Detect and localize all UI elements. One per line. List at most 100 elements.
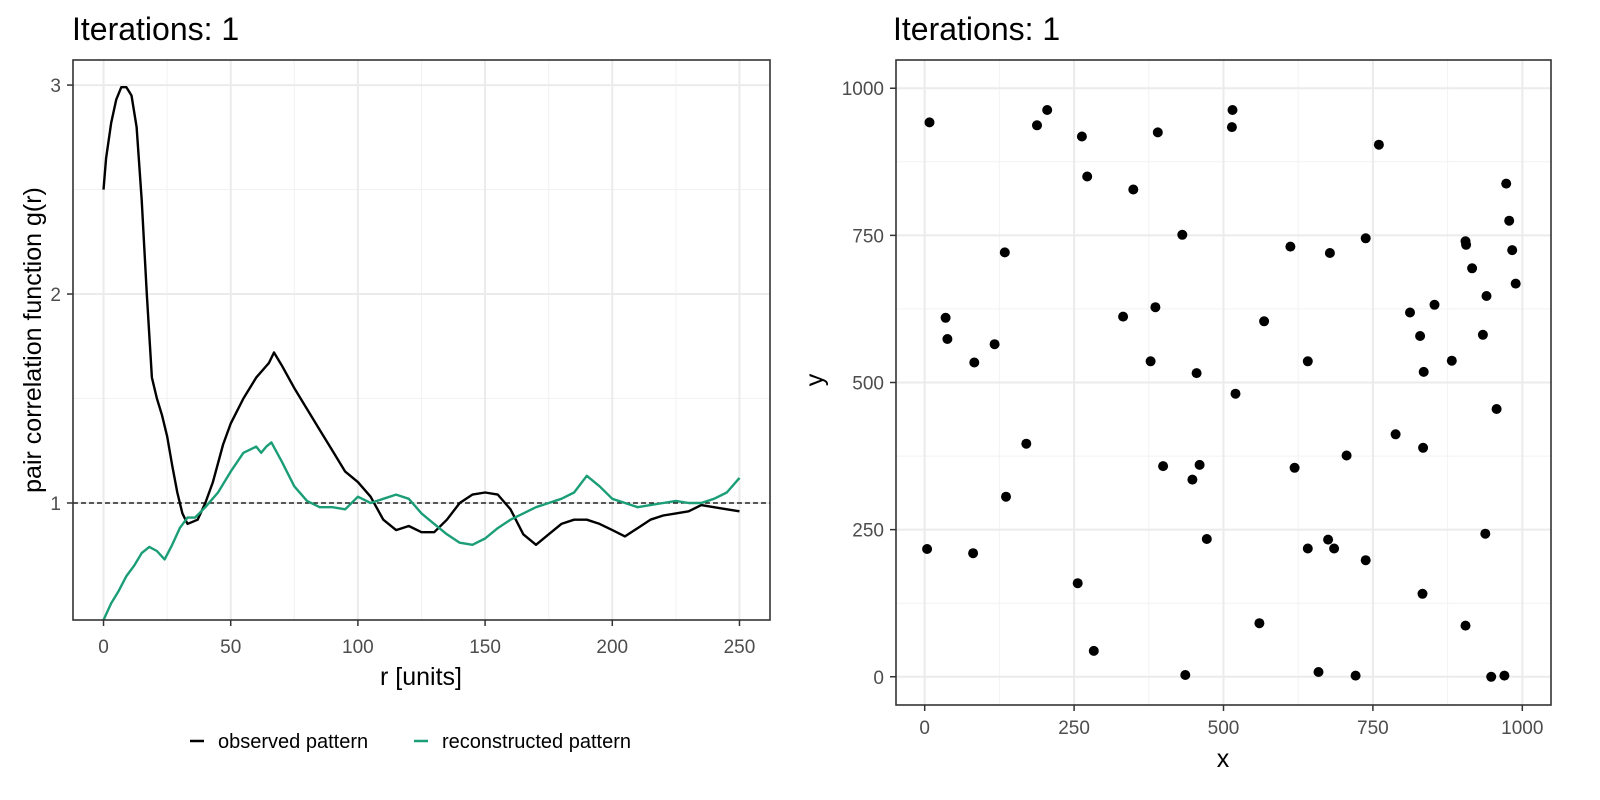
gr-x-axis: 0 50 100 150 200 250 [98,620,755,658]
pattern-point [1128,184,1139,195]
pattern-point [1418,442,1429,453]
legend-label-observed: observed pattern [218,731,368,753]
pattern-point [1499,670,1510,681]
pattern-y-tick-label: 250 [852,521,884,542]
pattern-point [1405,307,1415,318]
pattern-x-tick-label: 0 [919,718,930,739]
legend: observed pattern reconstructed pattern [190,731,631,753]
pattern-point [1417,588,1428,599]
pattern-point [1313,667,1324,677]
pattern-point [1329,543,1340,554]
gr-panel-title: Iterations: 1 [72,11,239,47]
pattern-point [1390,429,1401,440]
pattern-point [1323,534,1334,545]
gr-x-axis-title: r [units] [380,663,462,691]
pattern-point [1446,355,1457,366]
gr-x-tick-label: 200 [596,637,628,658]
pattern-point [1152,127,1163,138]
pattern-point [1418,366,1429,377]
pattern-panel-title: Iterations: 1 [893,11,1060,47]
gr-y-axis-title: pair correlation function g(r) [19,187,47,493]
gr-x-tick-label: 50 [220,637,241,658]
pattern-point [1302,356,1313,367]
pattern-point [1177,229,1188,240]
pattern-point [1230,388,1241,399]
pattern-point [1324,248,1335,258]
pattern-point [1088,645,1099,656]
pattern-point [1001,491,1011,502]
pattern-point [922,544,933,554]
pattern-y-axis-title: y [801,373,829,386]
pattern-y-tick-label: 1000 [842,79,884,100]
gr-panel: Iterations: 1 0 50 100 150 200 250 1 2 3 r [uni… [19,11,771,691]
gr-y-tick-label: 3 [50,76,61,97]
pattern-point [1032,120,1042,131]
gr-x-tick-label: 250 [724,637,756,658]
pattern-point [1491,404,1502,414]
pattern-point [1082,171,1093,182]
pattern-point [942,334,953,344]
pattern-point [1226,122,1237,133]
pattern-point [1341,450,1352,461]
pattern-x-tick-label: 250 [1058,718,1090,739]
legend-label-reconstructed: reconstructed pattern [442,731,631,753]
reconstructed-pattern-line [102,441,741,621]
pattern-x-tick-label: 750 [1357,718,1389,739]
pattern-point [924,117,935,128]
gr-y-tick-label: 2 [50,285,61,306]
pattern-gridlines [896,60,1551,705]
pattern-point [1486,671,1497,682]
gr-y-axis: 1 2 3 [50,76,73,515]
pattern-point [1477,329,1488,340]
pattern-point [1201,534,1212,544]
pattern-point [1289,462,1300,473]
pattern-point [1158,461,1169,472]
pattern-point [999,247,1010,258]
pattern-x-axis: 0 250 500 750 1000 [919,705,1543,739]
gr-y-tick-label: 1 [50,494,61,515]
pattern-panel: Iterations: 1 0 250 500 750 1000 0 250 500 750 1… [801,11,1552,773]
pattern-y-tick-label: 500 [852,374,884,395]
pattern-point [1194,459,1205,470]
pattern-point [1187,474,1198,485]
pattern-point [1360,555,1371,566]
pattern-point [1460,620,1471,631]
pattern-point [1021,438,1032,449]
gr-panel-border [72,59,771,621]
gr-x-tick-label: 150 [469,637,501,658]
pattern-point [1481,291,1492,301]
pattern-point [1191,368,1202,379]
pattern-point [1373,139,1384,150]
pattern-point [1480,528,1491,539]
pattern-point [940,312,951,323]
pattern-x-tick-label: 500 [1208,718,1240,739]
pattern-x-tick-label: 1000 [1501,718,1543,739]
pattern-point [1118,311,1129,322]
pattern-point [969,357,980,368]
pattern-point [1510,278,1521,289]
observed-pattern-line [102,85,740,546]
pattern-point [1285,241,1296,252]
pattern-y-tick-label: 0 [873,668,884,689]
pattern-point [968,548,979,559]
pattern-y-tick-label: 750 [852,226,884,247]
pattern-point [1467,263,1478,274]
pattern-point [1302,543,1313,554]
pattern-point [1254,618,1265,629]
gr-x-tick-label: 0 [98,637,109,658]
pattern-point [1259,316,1270,327]
pattern-points [922,105,1521,682]
pattern-point [1227,105,1238,115]
pattern-point [1180,670,1191,680]
pattern-point [1042,105,1053,115]
pattern-point [1350,670,1361,681]
gr-x-tick-label: 100 [342,637,374,658]
pattern-point [1076,131,1087,142]
pattern-point [1507,245,1518,256]
pattern-point [1461,239,1472,250]
pattern-point [1429,299,1440,310]
pattern-y-axis: 0 250 500 750 1000 [842,79,896,689]
pattern-point [1360,233,1371,244]
gr-series-lines [102,85,741,621]
pattern-point [1501,178,1512,189]
